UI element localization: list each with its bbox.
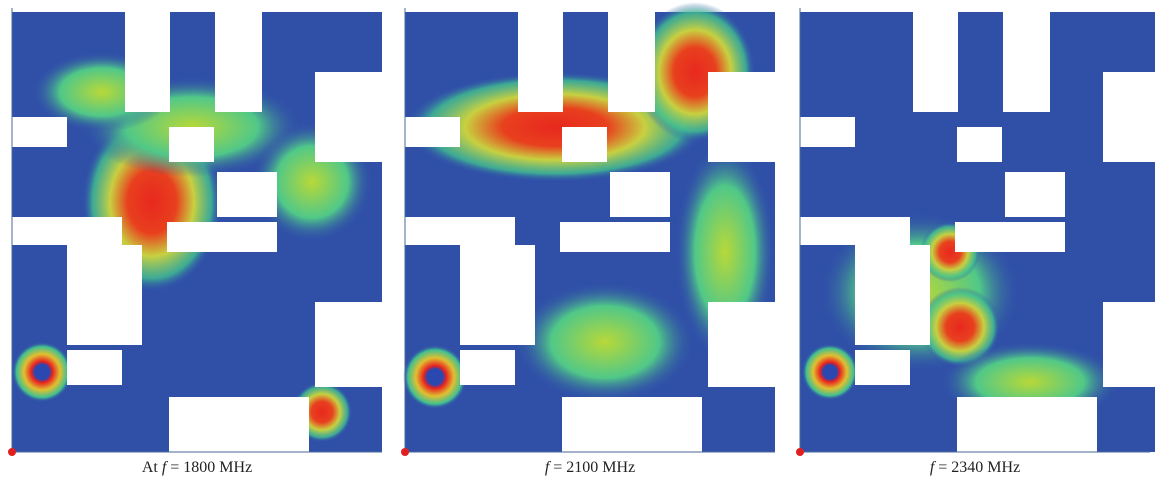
caption: f = 2340 MHz bbox=[930, 459, 1020, 476]
panel-3 bbox=[800, 12, 1155, 452]
caption-symbol: f bbox=[930, 459, 937, 476]
panel-1 bbox=[12, 12, 382, 452]
caption-symbol: f bbox=[545, 459, 552, 476]
caption-symbol: f bbox=[162, 459, 169, 476]
origin bbox=[796, 448, 804, 456]
caption-lead: At bbox=[142, 459, 159, 476]
origin bbox=[401, 448, 409, 456]
caption: f = 2100 MHz bbox=[545, 459, 635, 476]
caption-text: = 2100 MHz bbox=[553, 459, 635, 476]
panel-2 bbox=[403, 2, 775, 452]
caption-text: = 1800 MHz bbox=[170, 459, 252, 476]
caption-text: = 2340 MHz bbox=[938, 459, 1020, 476]
caption: At f = 1800 MHz bbox=[142, 459, 252, 476]
origin bbox=[8, 448, 16, 456]
axes bbox=[11, 8, 1150, 453]
